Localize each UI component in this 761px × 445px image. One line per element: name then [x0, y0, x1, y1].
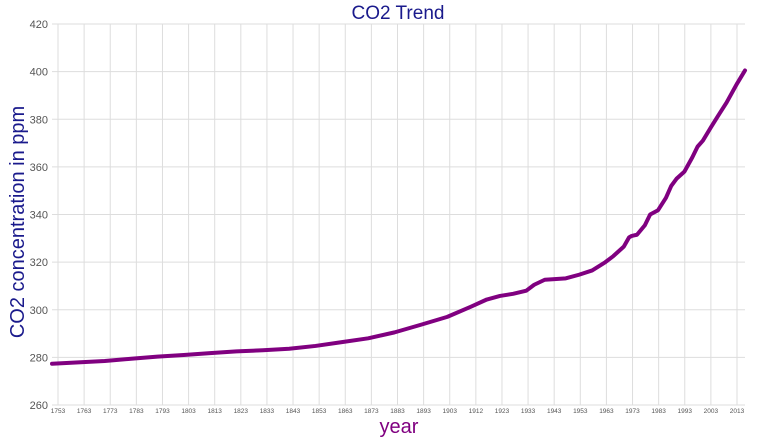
- x-tick-label: 2013: [730, 408, 745, 415]
- gridlines: [52, 23, 745, 406]
- x-tick-label: 1853: [312, 408, 327, 415]
- x-tick-label: 1823: [234, 408, 249, 415]
- x-tick-labels: 1753 1763 1773 1783 1793 1803 1813 1823 1833 1843…: [51, 408, 745, 415]
- y-tick-label: 320: [30, 257, 48, 269]
- x-tick-label: 1953: [573, 408, 588, 415]
- x-tick-label: 1993: [678, 408, 693, 415]
- y-axis-label: CO2 concentration in ppm: [7, 106, 29, 338]
- x-tick-label: 1873: [364, 408, 379, 415]
- x-tick-label: 1912: [469, 408, 484, 415]
- x-tick-label: 1783: [129, 408, 144, 415]
- x-tick-label: 1843: [286, 408, 301, 415]
- x-tick-label: 2003: [704, 408, 719, 415]
- y-tick-label: 380: [30, 114, 48, 126]
- chart-title: CO2 Trend: [352, 3, 445, 24]
- y-tick-label: 400: [30, 67, 48, 79]
- x-tick-label: 1883: [390, 408, 405, 415]
- x-axis-label: year: [380, 416, 419, 438]
- y-tick-label: 340: [30, 210, 48, 222]
- x-tick-label: 1833: [260, 408, 275, 415]
- x-tick-label: 1973: [625, 408, 640, 415]
- y-tick-labels: 260 280 300 320 340 360 380 400 420: [30, 19, 48, 412]
- x-tick-label: 1923: [495, 408, 510, 415]
- x-tick-label: 1903: [442, 408, 457, 415]
- x-tick-label: 1763: [77, 408, 92, 415]
- co2-series-line: [50, 68, 747, 366]
- x-tick-label: 1893: [416, 408, 431, 415]
- y-tick-label: 260: [30, 400, 48, 412]
- x-tick-label: 1933: [521, 408, 536, 415]
- x-tick-label: 1793: [155, 408, 170, 415]
- x-tick-label: 1863: [338, 408, 353, 415]
- x-tick-label: 1803: [181, 408, 196, 415]
- x-tick-label: 1983: [651, 408, 666, 415]
- x-tick-label: 1813: [207, 408, 222, 415]
- x-tick-label: 1943: [547, 408, 562, 415]
- y-tick-label: 280: [30, 352, 48, 364]
- y-tick-label: 420: [30, 19, 48, 31]
- y-tick-label: 300: [30, 305, 48, 317]
- x-tick-label: 1963: [599, 408, 614, 415]
- x-tick-label: 1753: [51, 408, 66, 415]
- y-tick-label: 360: [30, 162, 48, 174]
- x-tick-label: 1773: [103, 408, 118, 415]
